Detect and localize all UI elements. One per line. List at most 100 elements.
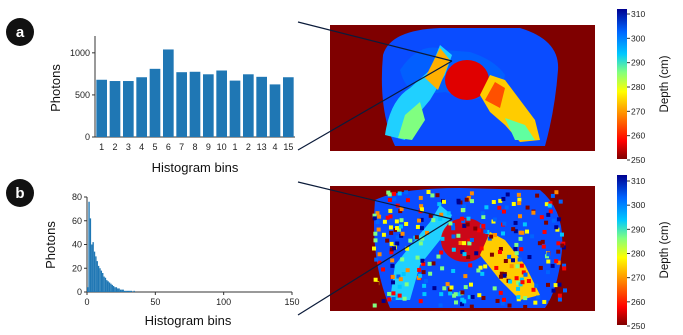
- noise-pixel: [523, 273, 527, 277]
- noise-pixel: [462, 241, 466, 245]
- noise-pixel: [494, 266, 498, 270]
- noise-pixel: [387, 297, 391, 301]
- histogram-b-bar: [101, 271, 102, 292]
- histogram-a-bar: [150, 69, 161, 137]
- noise-pixel: [389, 225, 393, 229]
- noise-pixel: [507, 304, 511, 308]
- noise-pixel: [391, 280, 395, 284]
- noise-pixel: [516, 287, 520, 291]
- noise-pixel: [377, 215, 381, 219]
- histogram-b-x-tick-label: 150: [284, 297, 299, 307]
- histogram-b-bar: [117, 288, 118, 292]
- noise-pixel: [451, 269, 455, 273]
- noise-pixel: [452, 248, 456, 252]
- histogram-b-bar: [88, 202, 89, 292]
- histogram-b-bar: [94, 252, 95, 292]
- noise-pixel: [562, 266, 566, 270]
- noise-pixel: [470, 305, 474, 309]
- noise-pixel: [374, 258, 378, 262]
- noise-pixel: [540, 215, 544, 219]
- noise-pixel: [481, 224, 485, 228]
- noise-pixel: [558, 298, 562, 302]
- noise-pixel: [501, 197, 505, 201]
- colorbar-tick-label: 270: [631, 273, 645, 283]
- noise-pixel: [525, 230, 529, 234]
- noise-pixel: [481, 211, 485, 215]
- noise-pixel: [507, 255, 511, 259]
- noise-pixel: [493, 217, 497, 221]
- noise-pixel: [406, 198, 410, 202]
- panel-a-label: a: [16, 24, 25, 41]
- noise-pixel: [442, 286, 446, 290]
- colorbar-b-label: Depth (cm): [659, 221, 671, 278]
- noise-pixel: [460, 217, 464, 221]
- noise-pixel: [474, 251, 478, 255]
- noise-pixel: [408, 239, 412, 243]
- noise-pixel: [470, 199, 474, 203]
- noise-pixel: [557, 217, 561, 221]
- noise-pixel: [464, 285, 468, 289]
- noise-pixel: [461, 208, 465, 212]
- noise-pixel: [466, 255, 470, 259]
- noise-pixel: [373, 303, 377, 307]
- noise-pixel: [390, 242, 394, 246]
- noise-pixel: [404, 222, 408, 226]
- noise-pixel: [398, 191, 402, 195]
- noise-pixel: [460, 290, 464, 294]
- noise-pixel: [373, 262, 377, 266]
- noise-pixel: [503, 274, 507, 278]
- histogram-b-bar: [127, 291, 128, 292]
- noise-pixel: [493, 286, 497, 290]
- noise-pixel: [440, 266, 444, 270]
- colorbar-a-gradient: [617, 9, 627, 159]
- noise-pixel: [376, 220, 380, 224]
- noise-pixel: [392, 297, 396, 301]
- histogram-b-bar: [102, 273, 103, 292]
- histogram-a-x-tick-label: 2: [112, 142, 117, 152]
- noise-pixel: [462, 205, 466, 209]
- noise-pixel: [510, 264, 514, 268]
- noise-pixel: [388, 209, 392, 213]
- histogram-a-bar: [110, 81, 121, 137]
- noise-pixel: [496, 299, 500, 303]
- noise-pixel: [539, 266, 543, 270]
- histogram-b-bar: [109, 283, 110, 293]
- noise-pixel: [386, 216, 390, 220]
- noise-pixel: [454, 300, 458, 304]
- noise-pixel: [505, 205, 509, 209]
- noise-pixel: [559, 200, 563, 204]
- noise-pixel: [468, 263, 472, 267]
- noise-pixel: [560, 244, 564, 248]
- noise-pixel: [563, 288, 567, 292]
- noise-pixel: [508, 280, 512, 284]
- noise-pixel: [523, 296, 527, 300]
- noise-pixel: [483, 229, 487, 233]
- noise-pixel: [395, 226, 399, 230]
- histogram-b-bar: [116, 287, 117, 292]
- noise-pixel: [534, 284, 538, 288]
- noise-pixel: [465, 198, 469, 202]
- noise-pixel: [542, 300, 546, 304]
- noise-pixel: [466, 217, 470, 221]
- histogram-a-x-tick-label: 9: [206, 142, 211, 152]
- noise-pixel: [542, 245, 546, 249]
- noise-pixel: [422, 284, 426, 288]
- noise-pixel: [564, 192, 568, 196]
- histogram-a-x-tick-label: 5: [152, 142, 157, 152]
- noise-pixel: [392, 192, 396, 196]
- histogram-a-x-ticks: 1 2 3 4 5 6 7 8 9 10 1 2 13 4 15: [99, 142, 293, 152]
- noise-pixel: [519, 237, 523, 241]
- noise-pixel: [499, 291, 503, 295]
- noise-pixel: [426, 190, 430, 194]
- noise-pixel: [452, 234, 456, 238]
- noise-pixel: [502, 210, 506, 214]
- colorbar-b-ticks: 250260270280290300310: [627, 176, 645, 331]
- noise-pixel: [419, 196, 423, 200]
- noise-pixel: [552, 219, 556, 223]
- noise-pixel: [457, 199, 461, 203]
- histogram-a-bar: [230, 81, 241, 137]
- histogram-a-x-tick-label: 1: [99, 142, 104, 152]
- noise-pixel: [449, 286, 453, 290]
- colorbar-b-gradient: [617, 175, 627, 325]
